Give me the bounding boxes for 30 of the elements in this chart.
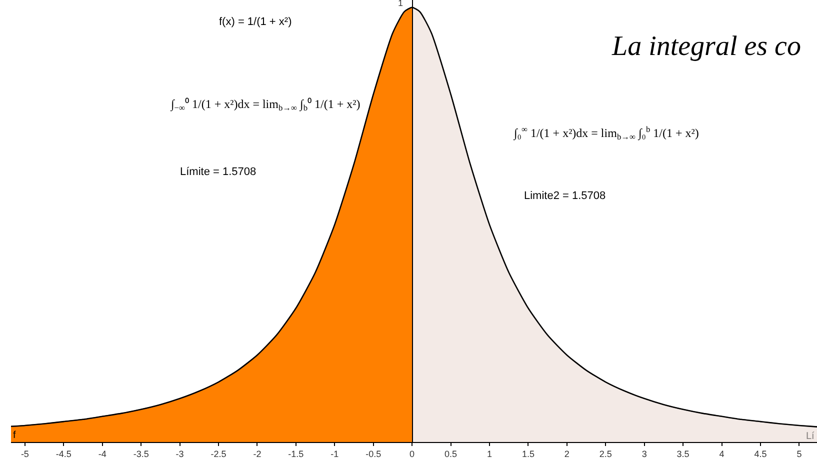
series-label: f [13, 430, 16, 441]
x-tick-label: 2.5 [599, 448, 612, 459]
x-tick-label: -3.5 [133, 448, 149, 459]
x-tick-label: 0 [410, 448, 415, 459]
annotation: ∫₀$^{∞}$ 1/(1 + x²)dx = lim$_{b→∞}$ ∫₀$^{b}$ 1/(1 + x²) [513, 125, 699, 142]
x-tick-label: -4 [98, 448, 106, 459]
x-tick-label: -2 [253, 448, 262, 459]
annotation: Limite2 = 1.5708 [524, 190, 606, 202]
x-tick-label: 2 [564, 448, 570, 459]
x-tick-label: 1 [486, 448, 492, 459]
x-tick-label: -0.5 [366, 448, 382, 459]
x-tick-label: -1.5 [288, 448, 304, 459]
x-tick-label: 4 [719, 448, 724, 459]
x-tick-label: 5 [796, 448, 802, 459]
x-tick-label: -4.5 [56, 448, 72, 459]
annotation: ∫$_{−∞}$⁰ 1/(1 + x²)dx = lim$_{b→∞}$ ∫$_{b}$⁰ 1/(1 + x²) [170, 97, 360, 113]
x-tick-label: -2.5 [210, 448, 226, 459]
series-label: Lí [806, 431, 815, 442]
x-tick-label: 1.5 [522, 448, 534, 459]
x-tick-label: 3 [642, 448, 647, 459]
x-tick-label: -1 [330, 448, 339, 459]
annotation: f(x) = 1/(1 + x²) [219, 16, 292, 28]
x-tick-label: 3.5 [676, 448, 690, 459]
annotation: Límite = 1.5708 [180, 166, 256, 178]
x-tick-label: 0.5 [444, 448, 458, 459]
x-tick-label: 4.5 [754, 448, 767, 459]
x-tick-label: -3 [176, 448, 184, 459]
annotation: 1 [398, 0, 404, 8]
text: La integral es co [611, 30, 801, 62]
x-tick-label: -5 [20, 448, 29, 459]
